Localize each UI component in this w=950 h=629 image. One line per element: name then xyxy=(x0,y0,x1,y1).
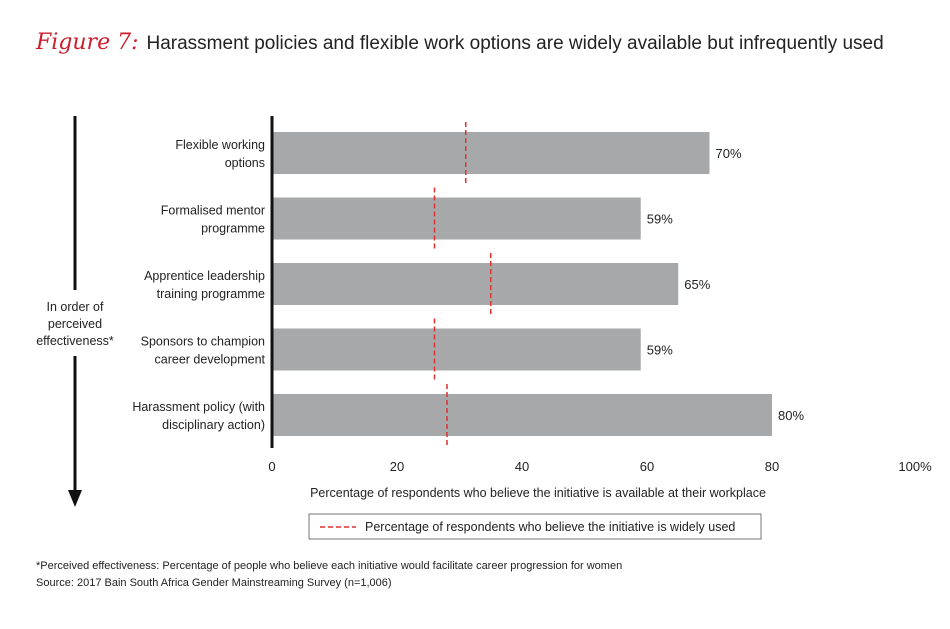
side-note-line-1: perceived xyxy=(48,317,102,331)
side-note-line-0: In order of xyxy=(47,300,105,314)
footnote-effectiveness: *Perceived effectiveness: Percentage of … xyxy=(36,560,623,572)
bar-value-label-0: 70% xyxy=(716,146,742,161)
category-label-2-line-0: Apprentice leadership xyxy=(144,269,265,283)
bar-value-label-3: 59% xyxy=(647,343,673,358)
bar-value-label-2: 65% xyxy=(684,277,710,292)
x-tick-label-5: 100% xyxy=(898,459,932,474)
bar-2 xyxy=(272,263,679,305)
category-label-2-line-1: training programme xyxy=(157,287,265,301)
bar-0 xyxy=(272,132,710,174)
x-tick-label-0: 0 xyxy=(268,459,275,474)
bar-1 xyxy=(272,197,641,240)
x-tick-label-1: 20 xyxy=(390,459,404,474)
bar-value-label-1: 59% xyxy=(647,212,673,227)
effectiveness-arrowhead xyxy=(68,490,82,507)
category-label-4-line-0: Harassment policy (with xyxy=(132,400,265,414)
bar-3 xyxy=(272,328,641,371)
figure-label: Figure 7: xyxy=(36,30,139,55)
figure-title-text: Harassment policies and flexible work op… xyxy=(146,33,884,54)
x-tick-label-4: 80 xyxy=(765,459,779,474)
x-tick-label-2: 40 xyxy=(515,459,529,474)
legend-box xyxy=(308,513,762,540)
figure-title: Figure 7: Harassment policies and flexibl… xyxy=(36,30,884,55)
bar-4 xyxy=(272,394,772,436)
category-label-4-line-1: disciplinary action) xyxy=(162,418,265,432)
category-label-3-line-0: Sponsors to champion xyxy=(141,335,265,349)
x-tick-label-3: 60 xyxy=(640,459,654,474)
category-label-1-line-0: Formalised mentor xyxy=(161,204,265,218)
side-note-line-2: effectiveness* xyxy=(36,334,114,348)
category-label-0-line-0: Flexible working xyxy=(175,138,265,152)
category-label-1-line-1: programme xyxy=(201,222,265,236)
legend-label: Percentage of respondents who believe th… xyxy=(365,520,735,534)
category-label-0-line-1: options xyxy=(225,156,265,170)
footnote-source: Source: 2017 Bain South Africa Gender Ma… xyxy=(36,577,392,589)
category-label-3-line-1: career development xyxy=(155,353,266,367)
bar-value-label-4: 80% xyxy=(778,408,804,423)
x-axis-title: Percentage of respondents who believe th… xyxy=(310,486,766,500)
